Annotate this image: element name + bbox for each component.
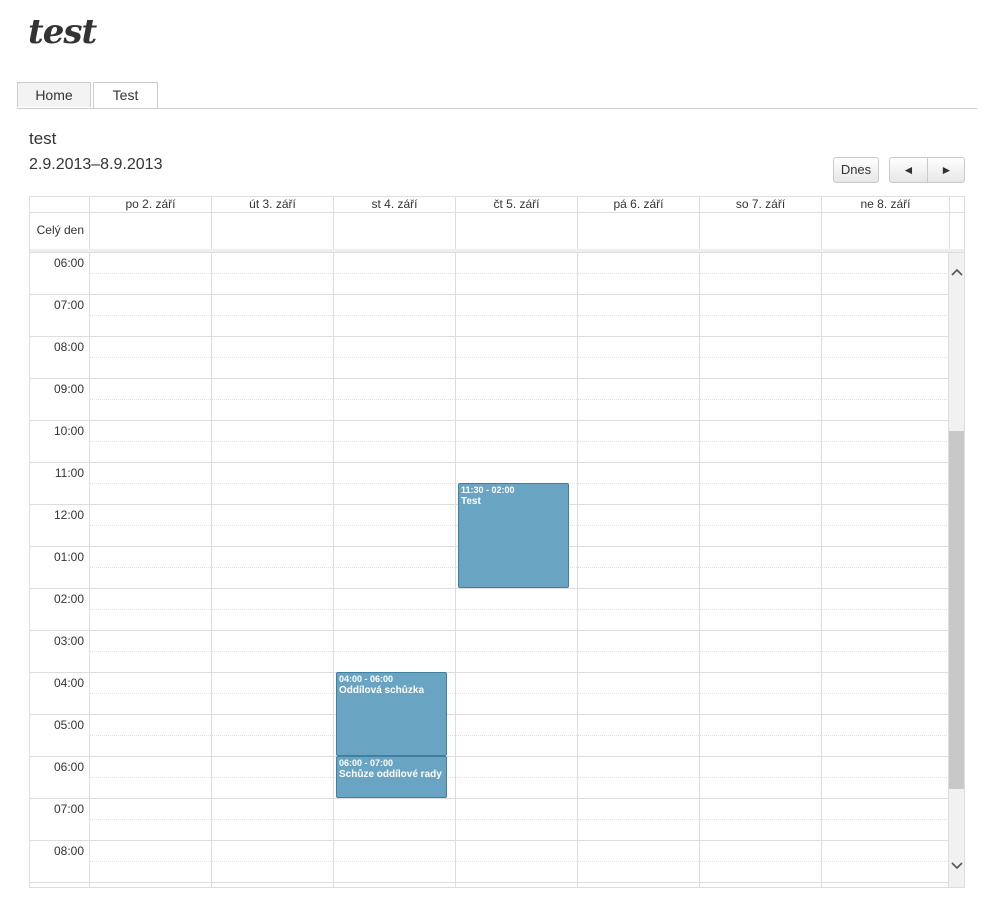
allday-gutter <box>949 212 964 249</box>
today-button[interactable]: Dnes <box>833 157 879 183</box>
day-header-sat: so 7. září <box>699 197 821 212</box>
time-grid[interactable]: 06:00 07:00 08:00 09:00 10:00 11:00 12:0… <box>30 253 964 887</box>
prev-week-button[interactable]: ◄ <box>902 163 915 177</box>
allday-cell[interactable] <box>89 212 211 249</box>
page-title: test <box>29 129 57 148</box>
event-title: Test <box>461 496 481 507</box>
event-time: 06:00 - 07:00 <box>339 758 394 768</box>
hour-label: 11:00 <box>54 466 84 480</box>
allday-cell[interactable] <box>333 212 455 249</box>
hour-row: 03:00 <box>30 631 949 673</box>
allday-cell[interactable] <box>577 212 699 249</box>
day-header-tue: út 3. září <box>211 197 333 212</box>
column-divider <box>821 253 822 887</box>
hour-label: 12:00 <box>53 508 84 522</box>
chevron-up-icon[interactable] <box>949 265 964 281</box>
allday-cell[interactable] <box>699 212 821 249</box>
day-header-fri: pá 6. září <box>577 197 699 212</box>
day-header-wed: st 4. září <box>333 197 455 212</box>
column-divider <box>577 253 578 887</box>
column-divider <box>89 253 90 887</box>
hour-label: 06:00 <box>53 256 84 270</box>
divider <box>927 158 928 182</box>
hour-label: 02:00 <box>53 592 84 606</box>
event-time: 04:00 - 06:00 <box>339 674 394 684</box>
hour-row: 04:00 <box>30 673 949 715</box>
event-title: Schůze oddílové rady <box>339 769 442 780</box>
hour-label: 06:00 <box>53 760 84 774</box>
hour-row: 08:00 <box>30 841 949 883</box>
hour-row: 05:00 <box>30 715 949 757</box>
column-divider <box>333 253 334 887</box>
main-tabs: Home Test <box>17 82 977 109</box>
week-nav-group: ◄ ► <box>889 157 965 183</box>
event-title: Oddílová schůzka <box>339 685 425 696</box>
hour-label: 05:00 <box>53 718 84 732</box>
column-divider <box>455 253 456 887</box>
week-calendar: po 2. září út 3. září st 4. září čt 5. z… <box>29 196 965 888</box>
hour-row: 07:00 <box>30 799 949 841</box>
hour-label: 07:00 <box>53 802 84 816</box>
column-divider <box>211 253 212 887</box>
day-header-row: po 2. září út 3. září st 4. září čt 5. z… <box>30 197 964 213</box>
allday-cell[interactable] <box>455 212 577 249</box>
hour-label: 08:00 <box>53 340 84 354</box>
hour-label: 09:00 <box>53 382 84 396</box>
hour-row: 06:00 <box>30 757 949 799</box>
calendar-event[interactable]: 11:30 - 02:00 Test <box>458 483 569 588</box>
header-gutter <box>949 197 964 212</box>
hour-label: 04:00 <box>53 676 84 690</box>
allday-cell[interactable] <box>821 212 949 249</box>
vertical-scrollbar[interactable] <box>949 253 964 887</box>
next-week-button[interactable]: ► <box>940 163 953 177</box>
hour-row: 07:00 <box>30 295 949 337</box>
date-range: 2.9.2013–8.9.2013 <box>29 156 163 173</box>
allday-label: Celý den <box>36 223 84 237</box>
day-header-sun: ne 8. září <box>821 197 949 212</box>
hour-label: 03:00 <box>53 634 84 648</box>
hour-label: 07:00 <box>53 298 84 312</box>
column-divider <box>699 253 700 887</box>
allday-divider <box>30 249 964 253</box>
chevron-down-icon[interactable] <box>949 859 964 875</box>
site-logo[interactable]: test <box>28 12 97 52</box>
hour-label: 01:00 <box>53 550 84 564</box>
hour-label: 08:00 <box>53 844 84 858</box>
day-header-mon: po 2. září <box>89 197 211 212</box>
scrollbar-thumb[interactable] <box>949 431 964 789</box>
event-time: 11:30 - 02:00 <box>461 485 515 495</box>
tab-test[interactable]: Test <box>93 82 158 108</box>
hour-row: 08:00 <box>30 337 949 379</box>
allday-row: Celý den <box>30 212 964 250</box>
hour-row: 02:00 <box>30 589 949 631</box>
hour-label: 10:00 <box>53 424 84 438</box>
day-header-thu: čt 5. září <box>455 197 577 212</box>
hour-row: 10:00 <box>30 421 949 463</box>
column-divider <box>948 253 949 887</box>
hour-row: 06:00 <box>30 253 949 295</box>
allday-cell[interactable] <box>211 212 333 249</box>
tab-home[interactable]: Home <box>17 82 91 107</box>
calendar-event[interactable]: 04:00 - 06:00 Oddílová schůzka <box>336 672 447 756</box>
hour-row: 09:00 <box>30 379 949 421</box>
calendar-event[interactable]: 06:00 - 07:00 Schůze oddílové rady <box>336 756 447 798</box>
